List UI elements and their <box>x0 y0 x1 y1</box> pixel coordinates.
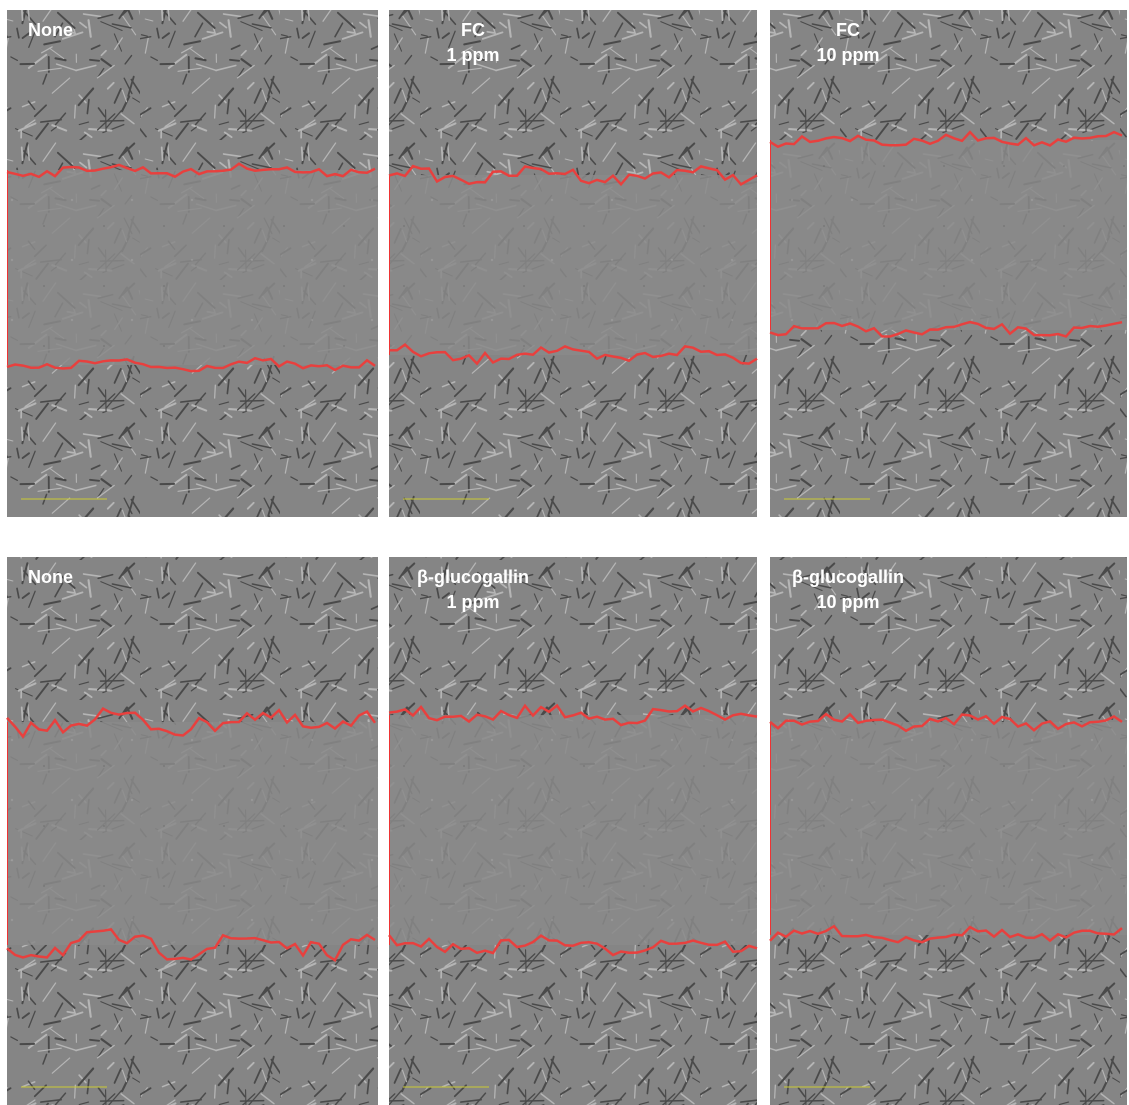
wound-edge <box>388 934 758 957</box>
panel: β-glucogallin 1 ppm <box>388 557 758 1105</box>
wound-gap <box>7 170 378 365</box>
panel: β-glucogallin 10 ppm <box>769 557 1127 1105</box>
wound-edge <box>388 164 758 187</box>
panel-label: None <box>28 567 73 587</box>
panel-label: β-glucogallin <box>792 567 904 587</box>
panel-label: FC <box>461 20 485 40</box>
wound-gap <box>389 175 757 355</box>
wound-gap <box>7 722 378 945</box>
panel-label: 10 ppm <box>816 592 879 612</box>
panel-label: 1 ppm <box>446 45 499 65</box>
wound-edge <box>769 320 1123 338</box>
panel: FC 10 ppm <box>769 10 1127 517</box>
wound-edge <box>6 162 376 179</box>
wound-gap <box>770 140 1127 330</box>
panel: None <box>6 557 378 1105</box>
panel-label: None <box>28 20 73 40</box>
wound-edge <box>6 706 377 739</box>
wound-edge <box>769 130 1123 149</box>
panel-label: β-glucogallin <box>417 567 529 587</box>
wound-edge <box>769 712 1123 733</box>
wound-edge <box>388 703 758 727</box>
panel: None <box>6 10 378 517</box>
wound-edge <box>6 928 376 962</box>
wound-edge <box>389 343 758 366</box>
wound-gap <box>770 722 1127 935</box>
panel-label: 10 ppm <box>816 45 879 65</box>
panel-label: FC <box>836 20 860 40</box>
panel-label: 1 ppm <box>446 592 499 612</box>
panel: FC 1 ppm <box>388 10 758 517</box>
wound-edge <box>769 924 1123 944</box>
wound-edge <box>6 356 376 373</box>
wound-gap <box>389 715 757 945</box>
